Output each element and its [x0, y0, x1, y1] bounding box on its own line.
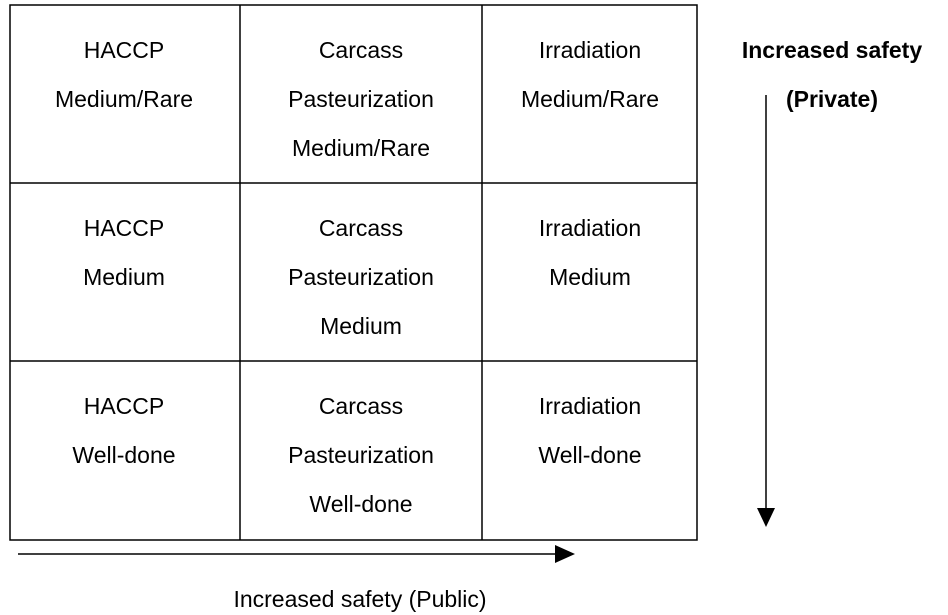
cell-text: Carcass [319, 37, 403, 63]
private-label: Increased safety [742, 37, 922, 63]
cell-text: HACCP [84, 393, 165, 419]
cell-text: HACCP [84, 37, 165, 63]
cell-text: Pasteurization [288, 86, 434, 112]
cell-text: Pasteurization [288, 264, 434, 290]
cell-text: Irradiation [539, 215, 641, 241]
cell-text: Irradiation [539, 37, 641, 63]
cell-text: Medium/Rare [292, 135, 430, 161]
cell-text: Well-done [72, 442, 175, 468]
private-label: (Private) [786, 86, 878, 112]
cell-text: Well-done [538, 442, 641, 468]
cell-text: Pasteurization [288, 442, 434, 468]
cell-text: Medium/Rare [521, 86, 659, 112]
arrow-head [555, 545, 575, 563]
cell-text: Medium [549, 264, 631, 290]
cell-text: Medium [320, 313, 402, 339]
arrow-head [757, 508, 775, 527]
public-label: Increased safety (Public) [233, 586, 486, 612]
cell-text: Carcass [319, 215, 403, 241]
grid [9, 4, 698, 541]
cell-text: Carcass [319, 393, 403, 419]
cell-text: HACCP [84, 215, 165, 241]
vertical-arrow [757, 95, 775, 527]
cell-text: Medium/Rare [55, 86, 193, 112]
table-border [9, 4, 698, 541]
cell-text: Well-done [309, 491, 412, 517]
cell-text: Irradiation [539, 393, 641, 419]
horizontal-arrow [18, 545, 575, 563]
cell-text: Medium [83, 264, 165, 290]
